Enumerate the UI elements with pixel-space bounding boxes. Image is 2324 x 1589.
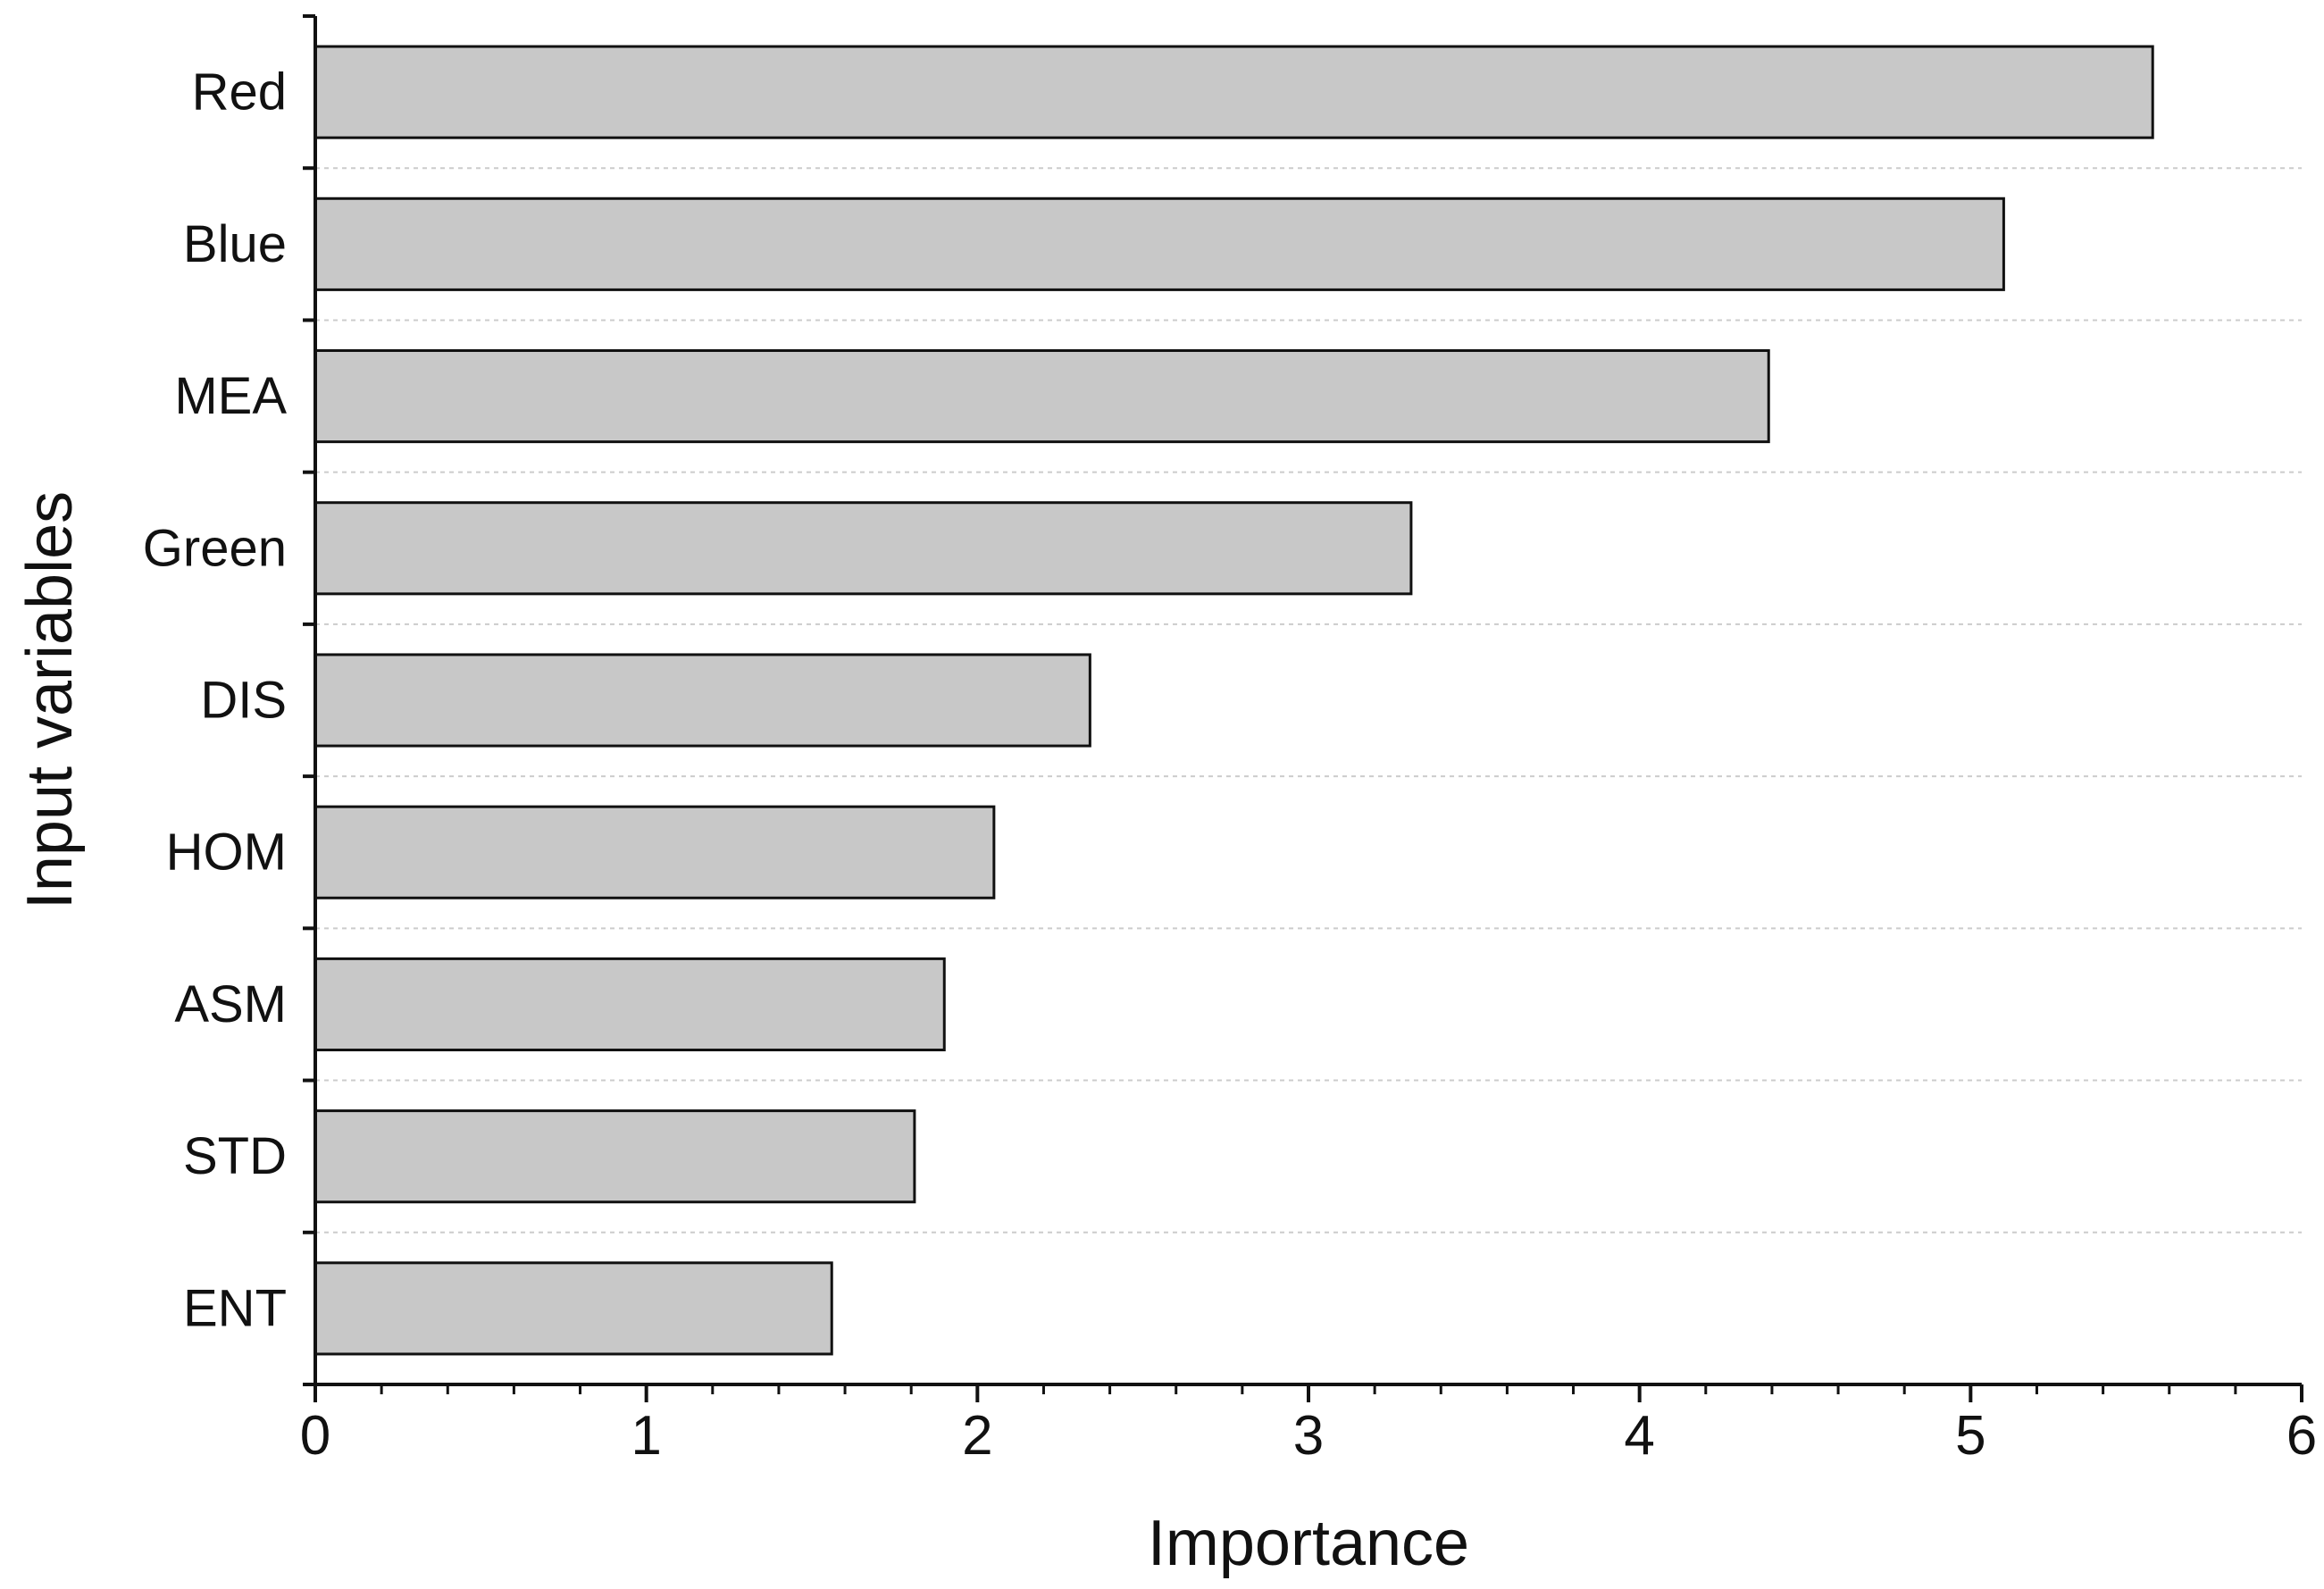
x-tick-label: 1 bbox=[631, 1405, 661, 1467]
bar-mea bbox=[313, 348, 1770, 444]
x-tick-label: 3 bbox=[1293, 1405, 1324, 1467]
x-tick-label: 6 bbox=[2286, 1405, 2317, 1467]
category-label: ASM bbox=[174, 975, 287, 1033]
bar-ent bbox=[313, 1261, 833, 1356]
x-tick-label: 2 bbox=[962, 1405, 992, 1467]
x-tick-label: 4 bbox=[1624, 1405, 1654, 1467]
category-label: Red bbox=[192, 63, 287, 121]
bar-red bbox=[313, 45, 2154, 139]
bar-blue bbox=[313, 197, 2005, 291]
x-axis-title: Importance bbox=[1148, 1508, 1469, 1579]
category-label: HOM bbox=[166, 824, 287, 882]
category-label: Green bbox=[143, 519, 287, 577]
category-label: Blue bbox=[183, 215, 287, 273]
bar-hom bbox=[313, 805, 996, 899]
bar-green bbox=[313, 501, 1413, 596]
x-tick-label: 0 bbox=[300, 1405, 330, 1467]
grid-lines bbox=[315, 167, 2302, 1234]
category-label: MEA bbox=[174, 367, 287, 425]
x-tick-label: 5 bbox=[1955, 1405, 1985, 1467]
bar-dis bbox=[313, 653, 1091, 748]
category-label: STD bbox=[183, 1127, 287, 1185]
category-labels: Red Blue MEA Green DIS HOM ASM STD ENT bbox=[143, 63, 288, 1338]
bar-std bbox=[313, 1109, 916, 1204]
bars bbox=[313, 45, 2154, 1356]
x-tick-labels: 0 1 2 3 4 5 6 bbox=[300, 1405, 2317, 1467]
category-label: DIS bbox=[200, 672, 287, 730]
y-axis-title: Input variables bbox=[14, 491, 86, 909]
category-label: ENT bbox=[183, 1279, 287, 1337]
axes bbox=[303, 14, 2303, 1402]
bar-asm bbox=[313, 957, 946, 1052]
